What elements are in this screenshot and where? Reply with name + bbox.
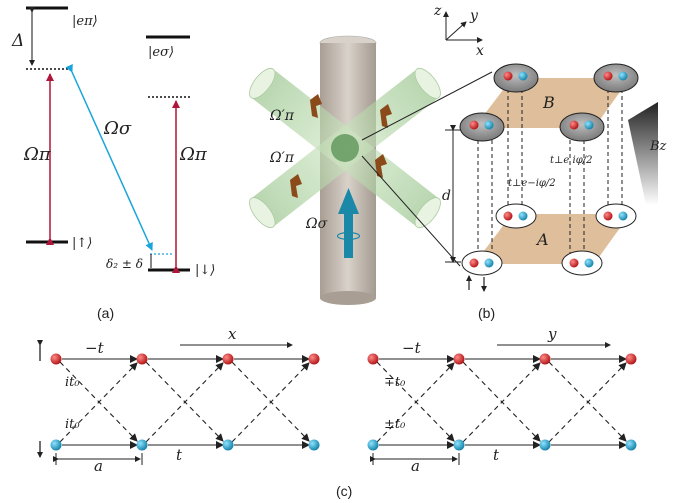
panel-a-caption: (a) <box>97 305 114 321</box>
axis-x-label: x <box>476 43 484 59</box>
level-down-label: |↓⟩ <box>195 263 215 278</box>
layer-b-label: B <box>542 93 555 112</box>
omega-sigma-mid-label: Ωσ <box>305 216 328 232</box>
omega-pi-right-label: Ωπ <box>179 144 208 165</box>
spacing-label-left: a <box>94 457 103 475</box>
bottom-row-sites <box>50 439 320 451</box>
sigma-arrow-head <box>338 188 359 214</box>
panel-c-right: y −t ∓t₀ ±t₀ t a <box>367 325 637 475</box>
panel-a: |eπ⟩ |eσ⟩ Δ |↑⟩ |↓⟩ Ωπ Ωσ Ωπ δ₂ ± δ (a) <box>11 6 215 321</box>
diag-label-1: it₀ <box>65 375 80 390</box>
level-e-sigma-label: |eσ⟩ <box>148 45 174 60</box>
direction-label: x <box>228 325 237 343</box>
bottom-row-sites-right <box>367 439 637 451</box>
panel-c-left: x −t it₀ it₀ t a <box>37 325 320 475</box>
diag-label-2-right: ±t₀ <box>384 417 406 432</box>
panel-b-caption: (b) <box>478 305 495 321</box>
direction-label-right: y <box>547 325 557 343</box>
omega-pi-prime-label-a: Ω′π <box>269 108 295 124</box>
sigma-arrow-shaft <box>344 212 353 258</box>
hop-plus-label: t⊥e iφ/2 <box>550 155 592 166</box>
layer-b-sites <box>459 63 639 142</box>
axis-y-label: y <box>469 8 479 24</box>
panel-c-caption: (c) <box>336 483 352 499</box>
bottom-hop-label-right: t <box>493 446 500 464</box>
beam-intersection <box>331 134 359 162</box>
diagonal-bonds-right <box>376 361 627 443</box>
layer-a-label: A <box>535 230 549 249</box>
sigma-rotation-icon <box>336 231 361 241</box>
zoom-line-bottom <box>361 155 461 267</box>
panel-b: z y x B A <box>433 3 667 321</box>
omega-sigma-arrow <box>65 63 153 251</box>
gradient-label: Bz <box>649 139 667 154</box>
top-hop-label-right: −t <box>402 339 422 357</box>
level-e-pi-label: |eπ⟩ <box>72 14 98 29</box>
top-row-sites-right <box>367 353 637 365</box>
omega-sigma-label: Ωσ <box>103 118 132 139</box>
spacing-label: d <box>442 188 451 204</box>
layer-a-sites <box>461 203 637 276</box>
spacing-label-right: a <box>411 457 420 475</box>
diagonal-bonds <box>59 361 310 443</box>
detuning-label: Δ <box>11 31 24 51</box>
polarization-arrows <box>290 94 392 198</box>
bottom-hop-label: t <box>176 446 183 464</box>
omega-pi-left-label: Ωπ <box>23 144 52 165</box>
top-row-sites <box>50 353 320 365</box>
top-hop-label: −t <box>85 339 105 357</box>
laser-illustration: Ω′π Ω′π Ωσ <box>249 35 493 305</box>
hop-minus-label: t⊥e−iφ/2 <box>508 178 556 189</box>
zoom-line-top <box>361 71 493 141</box>
axis-y <box>445 21 467 41</box>
level-up-label: |↑⟩ <box>72 236 92 251</box>
diag-label-2: it₀ <box>65 417 80 432</box>
delta-label: δ₂ ± δ <box>106 257 143 271</box>
diag-label-1-right: ∓t₀ <box>384 375 406 390</box>
axis-z-label: z <box>433 3 442 19</box>
interlayer-links <box>477 82 623 258</box>
omega-pi-prime-label-b: Ω′π <box>269 150 295 166</box>
gradient-wedge <box>628 102 658 205</box>
